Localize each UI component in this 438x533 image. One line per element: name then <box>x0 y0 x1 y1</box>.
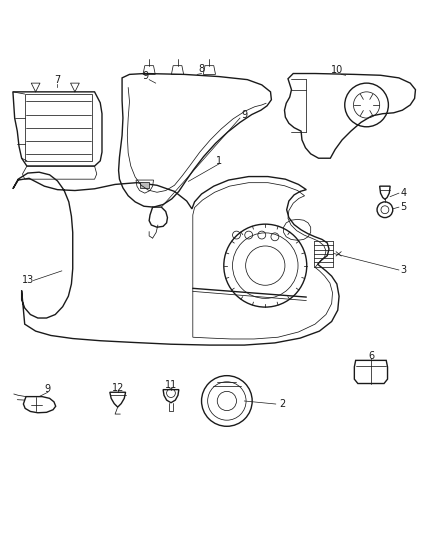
Polygon shape <box>141 182 149 188</box>
Text: 3: 3 <box>400 265 406 275</box>
Text: 13: 13 <box>21 276 34 286</box>
Text: 9: 9 <box>241 110 247 120</box>
Text: 11: 11 <box>165 380 177 390</box>
Text: 12: 12 <box>112 383 124 393</box>
Text: 6: 6 <box>368 351 374 360</box>
Text: 5: 5 <box>400 202 406 212</box>
Text: 9: 9 <box>45 384 51 394</box>
Text: 2: 2 <box>279 399 286 409</box>
Text: 10: 10 <box>331 65 343 75</box>
Text: 7: 7 <box>54 75 60 85</box>
Text: 1: 1 <box>216 156 222 166</box>
Text: 4: 4 <box>400 188 406 198</box>
Text: 8: 8 <box>198 64 205 74</box>
Text: 9: 9 <box>143 71 149 81</box>
